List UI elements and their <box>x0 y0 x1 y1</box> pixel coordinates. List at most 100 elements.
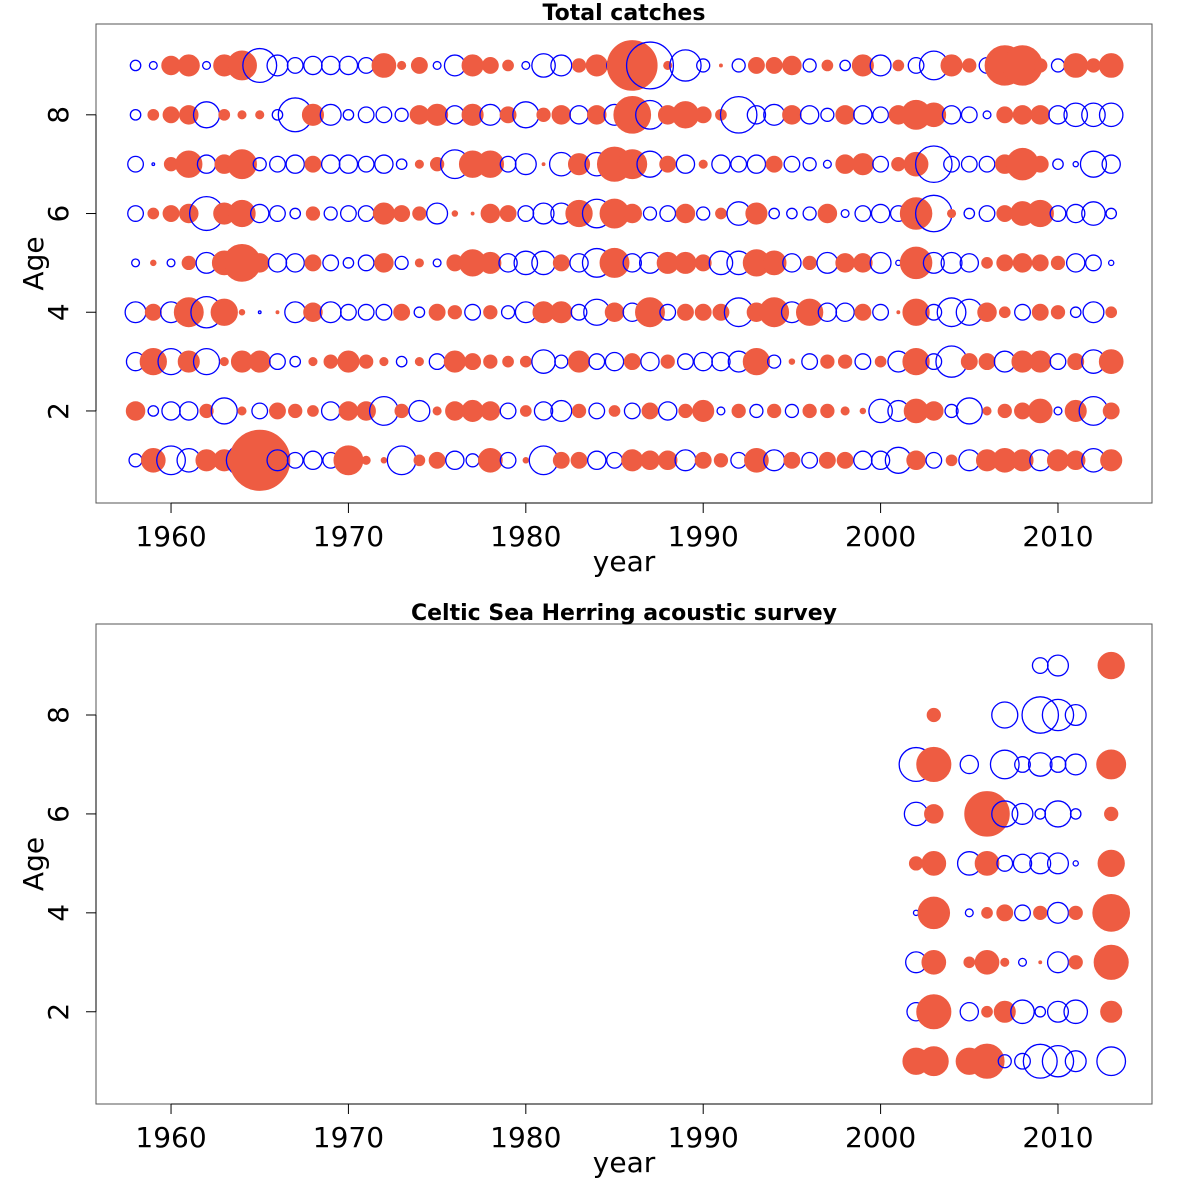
positive-residual <box>674 251 697 274</box>
negative-residual <box>395 355 408 368</box>
negative-residual <box>1046 852 1070 875</box>
negative-residual <box>1052 158 1064 171</box>
negative-residual <box>319 301 342 324</box>
negative-residual <box>943 155 960 173</box>
negative-residual <box>338 154 359 174</box>
negative-residual <box>550 399 573 423</box>
negative-residual <box>749 403 764 419</box>
negative-residual <box>820 107 835 122</box>
positive-residual <box>1104 806 1119 822</box>
positive-residual <box>981 1005 993 1018</box>
negative-residual <box>500 305 516 320</box>
positive-residual <box>694 451 712 469</box>
negative-residual <box>147 405 160 417</box>
positive-residual <box>414 258 424 268</box>
positive-residual <box>677 303 694 321</box>
positive-residual <box>140 447 166 473</box>
negative-residual <box>588 353 606 371</box>
negative-residual <box>1063 999 1089 1025</box>
negative-residual <box>1046 1000 1070 1023</box>
x-axis-label: year <box>593 545 656 578</box>
negative-residual <box>499 402 517 420</box>
negative-residual <box>1031 657 1049 674</box>
positive-residual <box>477 447 503 473</box>
negative-residual <box>1014 1052 1031 1070</box>
negative-residual <box>907 57 925 74</box>
negative-residual <box>925 353 943 371</box>
negative-residual <box>257 310 262 315</box>
positive-residual <box>963 956 976 969</box>
positive-residual <box>917 896 951 930</box>
positive-residual <box>1100 1000 1123 1023</box>
positive-residual <box>908 856 924 871</box>
positive-residual <box>840 406 850 416</box>
positive-residual <box>599 247 630 278</box>
positive-residual <box>179 105 199 125</box>
negative-residual <box>179 401 199 421</box>
negative-residual <box>1069 808 1082 820</box>
x-tick-label: 1960 <box>135 520 206 553</box>
positive-residual <box>960 353 978 371</box>
positive-residual <box>1030 105 1050 125</box>
positive-residual <box>161 55 181 76</box>
positive-residual <box>1096 749 1127 780</box>
positive-residual <box>461 399 484 423</box>
negative-residual <box>375 303 393 321</box>
positive-residual <box>1097 651 1125 680</box>
positive-residual <box>1012 105 1033 125</box>
positive-residual <box>552 254 570 272</box>
negative-residual <box>1096 1046 1127 1077</box>
positive-residual <box>426 103 449 126</box>
negative-residual <box>940 251 963 274</box>
positive-residual <box>924 401 944 421</box>
positive-residual <box>412 206 427 221</box>
negative-residual <box>711 154 731 174</box>
positive-residual <box>1097 849 1125 878</box>
negative-residual <box>623 402 641 420</box>
positive-residual <box>1067 353 1085 371</box>
positive-residual <box>964 791 1010 837</box>
negative-residual <box>1046 951 1070 974</box>
negative-residual <box>802 157 817 172</box>
negative-residual <box>357 254 375 272</box>
positive-residual <box>177 54 200 77</box>
negative-residual <box>127 155 145 173</box>
positive-residual <box>162 205 180 222</box>
positive-residual <box>1038 960 1043 965</box>
negative-residual <box>1022 1043 1058 1079</box>
positive-residual <box>229 429 291 491</box>
negative-residual <box>339 205 357 222</box>
negative-residual <box>498 253 518 273</box>
positive-residual <box>502 59 514 72</box>
negative-residual <box>959 1002 980 1022</box>
positive-residual <box>480 203 501 224</box>
negative-residual <box>1021 696 1060 734</box>
negative-residual <box>872 303 890 321</box>
negative-residual <box>1049 353 1067 371</box>
negative-residual <box>129 108 142 121</box>
positive-residual <box>1046 449 1070 472</box>
negative-residual <box>531 349 556 374</box>
negative-residual <box>271 108 284 121</box>
positive-residual <box>641 402 659 420</box>
x-tick-label: 2000 <box>845 520 916 553</box>
negative-residual <box>1011 802 1034 825</box>
positive-residual <box>1011 449 1034 472</box>
negative-residual <box>156 445 186 476</box>
y-tick-label: 8 <box>42 106 75 124</box>
positive-residual <box>445 401 465 421</box>
negative-residual <box>569 253 589 273</box>
positive-residual <box>1065 450 1086 471</box>
positive-residual <box>409 105 430 125</box>
positive-residual <box>712 303 730 321</box>
positive-residual <box>228 199 256 228</box>
negative-residual <box>151 162 156 167</box>
positive-residual <box>237 406 247 416</box>
positive-residual <box>906 450 926 471</box>
positive-residual <box>694 106 712 124</box>
positive-residual <box>731 403 746 419</box>
positive-residual <box>175 150 203 178</box>
positive-residual <box>608 405 621 417</box>
y-tick-label: 6 <box>42 205 75 223</box>
negative-residual <box>1017 957 1028 967</box>
